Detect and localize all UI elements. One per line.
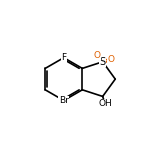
Text: S: S: [100, 57, 106, 67]
Text: O: O: [107, 55, 114, 64]
Text: Br: Br: [59, 96, 69, 105]
Text: O: O: [94, 51, 101, 60]
Text: F: F: [61, 53, 66, 62]
Text: OH: OH: [98, 99, 112, 108]
